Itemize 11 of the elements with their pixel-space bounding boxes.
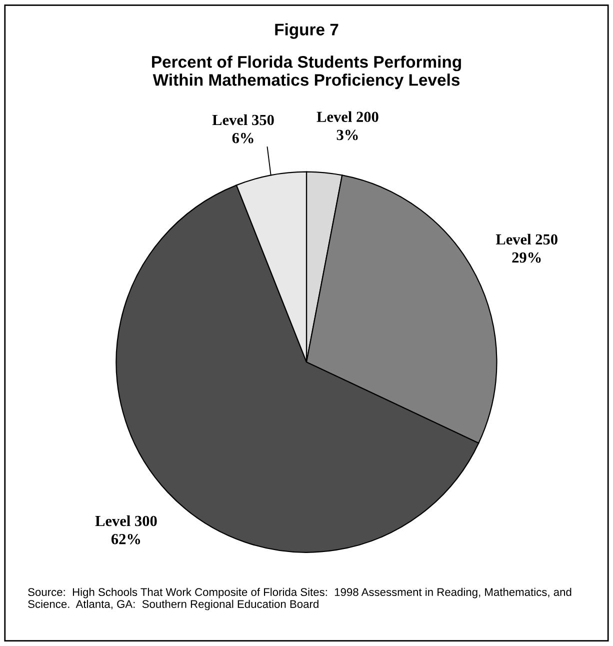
slice-label: Level 250 — [496, 234, 558, 245]
chart-subtitle: Percent of Florida Students Performing Within Mathematics Proficiency Levels — [152, 56, 461, 90]
slice-label: Level 200 — [316, 111, 378, 122]
chart-title: Figure 7 — [275, 23, 338, 39]
data-label: 29% — [512, 252, 541, 263]
source-note: Source: High Schools That Work Composite of Florida Sites: 1998 Assessment in Reading, Mathematics, and Science. Atlanta, GA: Southern Regional Education Board — [28, 588, 572, 610]
slice-label: Level 350 — [212, 114, 274, 126]
slice-label: Level 300 — [95, 515, 157, 526]
data-label: 3% — [336, 130, 358, 140]
data-label: 62% — [111, 534, 140, 544]
data-label: 6% — [232, 132, 254, 144]
